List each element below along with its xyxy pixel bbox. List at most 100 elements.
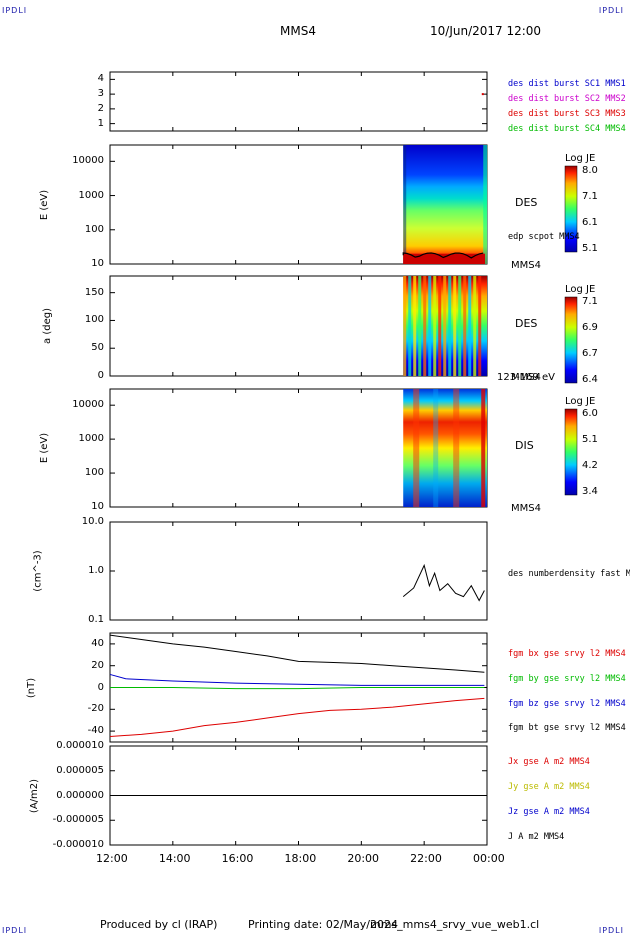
spectrogram-stripe [403, 276, 407, 376]
current-tick: 0.000005 [56, 764, 104, 776]
sc-tick-label: 4 [97, 73, 104, 85]
colorbar-title-3: Log JE [565, 396, 596, 407]
pitch-tick: 50 [91, 342, 104, 354]
sc-legend-1: des dist burst SC1 MMS1 [508, 79, 626, 89]
colorbar-tick-3: 3.4 [582, 486, 598, 497]
bfield-line-1 [109, 697, 485, 738]
current-legend-4: J A m2 MMS4 [508, 832, 565, 842]
panel-frame-5 [109, 521, 488, 621]
scpot-label: edp scpot MMS4 [508, 232, 580, 242]
bfield-line-2 [110, 687, 485, 690]
des-energy-tick: 1000 [78, 189, 104, 201]
dis-energy-tick: 100 [84, 467, 104, 479]
current-legend-2: Jy gse A m2 MMS4 [508, 782, 590, 792]
footer-printing-date: Printing date: 02/May/2024 [248, 918, 398, 931]
colorbar-title-1: Log JE [565, 153, 596, 164]
dis-energy-tick: 1000 [78, 433, 104, 445]
density-tick: 0.1 [88, 614, 104, 625]
sc-tick-label: 3 [97, 88, 104, 100]
time-tick-label: 00:00 [473, 852, 505, 865]
panel-name-3: DIS [515, 439, 534, 452]
colorbar-tick-1: 5.1 [582, 243, 598, 254]
dis-energy-tick: 10000 [72, 399, 104, 411]
panel-tag-3: MMS4 [511, 503, 541, 514]
time-tick-label: 22:00 [410, 852, 442, 865]
panel-ylabel-1: E (eV) [39, 189, 51, 220]
panel-ylabel-2: a (deg) [41, 308, 53, 344]
panel-name-2: DES [515, 317, 538, 330]
panel-ylabel-3: E (eV) [39, 432, 51, 464]
colorbar-1 [564, 165, 578, 253]
spectrogram-stripe [433, 389, 439, 507]
panel-tag-1: MMS4 [511, 260, 541, 271]
pitch-tick: 100 [84, 314, 104, 326]
plot-canvas [109, 71, 578, 846]
panel-tag-2: MMS4 [511, 372, 541, 383]
colorbar-tick-2: 6.4 [582, 374, 598, 385]
bfield-line-4 [109, 634, 485, 673]
sc-tick-label: 1 [97, 117, 104, 129]
panel-frame-1 [109, 71, 488, 132]
bfield-line-3 [109, 673, 485, 686]
sc-legend-3: des dist burst SC3 MMS3 [508, 109, 626, 119]
density-legend: des numberdensity fast MMS4 [508, 569, 630, 579]
spectrogram-stripe [413, 276, 417, 376]
spectrogram-stripe [478, 276, 482, 376]
density-ylabel: (cm^-3) [32, 550, 44, 592]
spectrogram-1 [403, 145, 487, 264]
sc-tick-label: 2 [97, 102, 104, 114]
spectrogram-stripe [453, 276, 457, 376]
density-tick: 10.0 [81, 516, 104, 527]
colorbar-tick-3: 5.1 [582, 434, 598, 445]
current-legend-1: Jx gse A m2 MMS4 [508, 757, 590, 767]
spectrogram-stripe [453, 389, 460, 507]
bfield-ylabel: (nT) [26, 677, 38, 698]
time-tick-label: 12:00 [96, 852, 128, 865]
colorbar-tick-3: 4.2 [582, 460, 598, 471]
spectrogram-stripe [433, 276, 437, 376]
density-tick: 1.0 [88, 565, 104, 576]
spectrogram-stripe [413, 389, 420, 507]
bfield-legend-2: fgm by gse srvy l2 MMS4 [508, 674, 626, 684]
des-energy-tick: 10000 [72, 155, 104, 167]
bfield-tick: 20 [91, 659, 104, 671]
current-ylabel: (A/m2) [29, 778, 41, 813]
bfield-tick: 40 [91, 637, 104, 649]
bfield-legend-4: fgm bt gse srvy l2 MMS4 [508, 723, 626, 733]
colorbar-tick-1: 6.1 [582, 217, 598, 228]
colorbar-tick-3: 6.0 [582, 408, 598, 419]
burst-point [481, 93, 484, 96]
corner-label-tl: IPDLI [2, 6, 28, 15]
spectrogram-stripe [428, 276, 432, 376]
current-tick: -0.000010 [52, 839, 104, 850]
pitch-tick: 150 [84, 286, 104, 298]
spectrogram-stripe [473, 276, 477, 376]
bfield-legend-1: fgm bx gse srvy l2 MMS4 [508, 649, 626, 659]
current-tick: 0.000010 [56, 740, 104, 751]
spectrogram-stripe [483, 145, 488, 264]
corner-label-bl: IPDLI [2, 926, 28, 935]
colorbar-tick-1: 8.0 [582, 165, 598, 176]
bfield-tick: -20 [87, 703, 104, 715]
colorbar-title-2: Log JE [565, 284, 596, 295]
bfield-tick: 0 [97, 681, 104, 693]
spectrogram-stripe [443, 276, 447, 376]
sc-legend-2: des dist burst SC2 MMS2 [508, 94, 626, 104]
colorbar-tick-2: 6.7 [582, 348, 598, 359]
spectrogram-stripe [463, 276, 467, 376]
spectrogram-stripe [423, 276, 427, 376]
panel-name-1: DES [515, 195, 538, 209]
spectrogram-stripe [458, 276, 462, 376]
scpot-band [403, 253, 485, 264]
bfield-tick: -40 [87, 725, 104, 737]
spectrogram-stripe [418, 276, 422, 376]
date-title: 10/Jun/2017 12:00 [430, 24, 542, 38]
current-tick: 0.000000 [56, 789, 104, 801]
sc-legend-4: des dist burst SC4 MMS4 [508, 124, 626, 134]
energy-range-label: 123-169 eV [497, 372, 555, 383]
corner-label-tr: IPDLI [598, 6, 624, 15]
current-tick: -0.000005 [52, 814, 104, 826]
corner-label-br: IPDLI [598, 926, 624, 935]
current-legend-3: Jz gse A m2 MMS4 [508, 807, 590, 817]
colorbar-tick-2: 6.9 [582, 322, 598, 333]
